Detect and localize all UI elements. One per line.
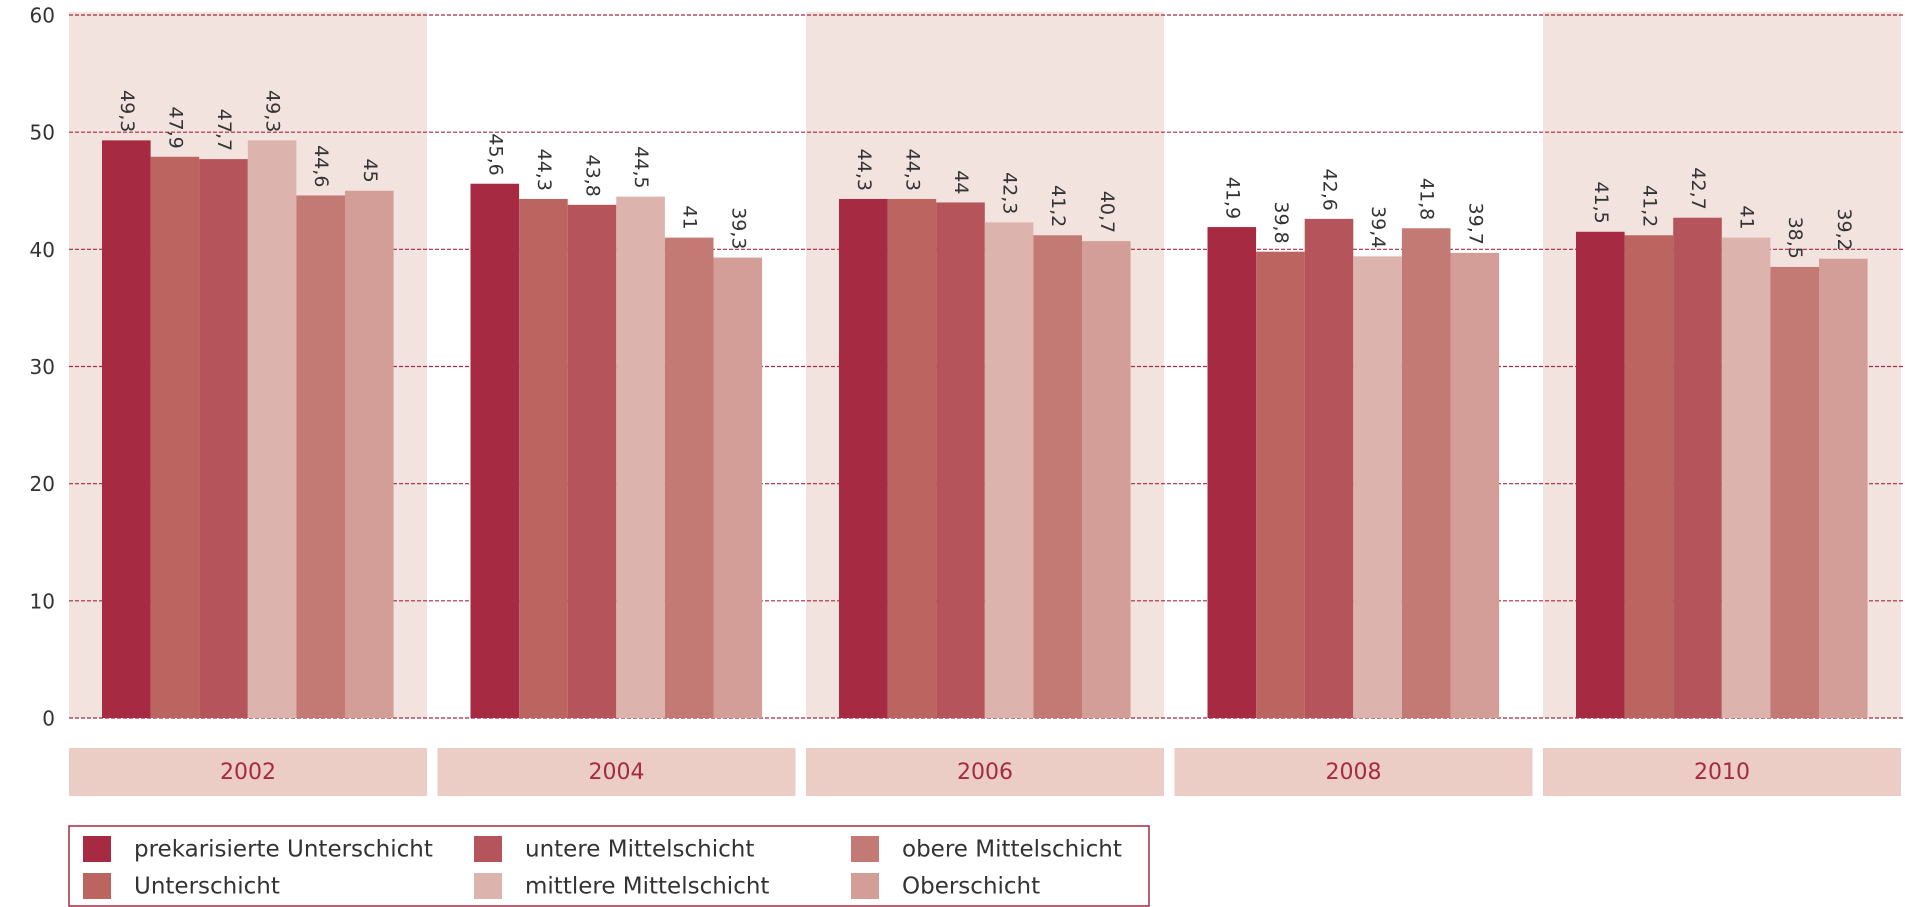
bar xyxy=(1721,237,1771,718)
y-tick-label: 10 xyxy=(30,589,55,613)
bar xyxy=(936,202,985,718)
bar xyxy=(839,198,888,718)
y-tick-label: 0 xyxy=(42,707,55,731)
data-label: 41,2 xyxy=(1638,185,1660,227)
data-label: 44,5 xyxy=(630,146,652,188)
legend-label: Unterschicht xyxy=(134,874,280,900)
category-box xyxy=(1174,748,1533,796)
bar xyxy=(567,204,617,718)
legend-swatch xyxy=(83,836,111,862)
legend-label: obere Mittelschicht xyxy=(902,837,1122,863)
data-label: 44,3 xyxy=(901,149,923,191)
data-label: 44 xyxy=(950,170,972,194)
legend-swatch xyxy=(851,873,879,899)
data-label: 42,6 xyxy=(1319,169,1341,211)
data-label: 41,8 xyxy=(1416,178,1438,220)
y-tick-label: 40 xyxy=(30,238,55,262)
data-label: 43,8 xyxy=(582,154,604,196)
legend-swatch xyxy=(474,873,502,899)
bar xyxy=(1256,251,1305,718)
data-label: 38,5 xyxy=(1784,217,1806,259)
bar xyxy=(1353,256,1402,718)
category-box xyxy=(69,748,427,796)
legend-label: prekarisierte Unterschicht xyxy=(134,837,433,863)
legend-label: untere Mittelschicht xyxy=(525,837,754,863)
data-label: 42,7 xyxy=(1687,167,1709,209)
data-label: 44,3 xyxy=(853,149,875,191)
bar xyxy=(150,156,200,718)
bar xyxy=(296,195,345,719)
bar xyxy=(1207,227,1257,719)
y-tick-label: 60 xyxy=(30,4,55,28)
data-label: 44,6 xyxy=(310,145,332,187)
category-box xyxy=(806,748,1164,796)
legend-swatch xyxy=(83,873,111,899)
bar xyxy=(1033,235,1082,719)
bar xyxy=(1304,218,1354,718)
data-label: 44,3 xyxy=(533,149,555,191)
data-label: 40,7 xyxy=(1096,191,1118,233)
data-label: 41 xyxy=(1736,205,1758,229)
bar xyxy=(664,237,714,718)
legend-label: Oberschicht xyxy=(902,874,1040,900)
bar xyxy=(1770,266,1819,718)
bar xyxy=(519,198,568,718)
x-tick-label: 2006 xyxy=(957,760,1013,785)
x-tick-label: 2004 xyxy=(589,760,645,785)
bar xyxy=(1450,252,1500,718)
data-label: 49,3 xyxy=(262,90,284,132)
data-label: 39,4 xyxy=(1367,206,1389,248)
data-label: 41,2 xyxy=(1047,185,1069,227)
data-label: 39,8 xyxy=(1270,201,1292,243)
category-box xyxy=(1543,748,1901,796)
bar xyxy=(1624,235,1674,719)
bar xyxy=(984,222,1034,718)
bar xyxy=(616,196,665,718)
data-label: 49,3 xyxy=(116,90,138,132)
bar xyxy=(887,198,937,718)
data-label: 45,6 xyxy=(484,133,506,175)
data-label: 39,7 xyxy=(1464,203,1486,245)
data-label: 41,5 xyxy=(1590,181,1612,223)
x-tick-label: 2008 xyxy=(1326,760,1382,785)
data-label: 47,9 xyxy=(164,106,186,148)
data-label: 42,3 xyxy=(999,172,1021,214)
bar xyxy=(1819,258,1868,718)
bar xyxy=(102,140,151,718)
y-tick-label: 50 xyxy=(30,121,55,145)
data-label: 47,7 xyxy=(213,109,235,151)
data-label: 41,9 xyxy=(1221,177,1243,219)
bar xyxy=(713,257,763,718)
y-tick-label: 30 xyxy=(30,355,55,379)
legend-swatch xyxy=(851,836,879,862)
bar xyxy=(1401,228,1451,718)
legend-box xyxy=(68,825,1150,907)
bar xyxy=(1576,231,1625,718)
category-box xyxy=(437,748,796,796)
bar xyxy=(345,190,394,718)
legend-swatch xyxy=(474,836,502,862)
bar xyxy=(199,159,248,719)
data-label: 39,2 xyxy=(1833,208,1855,250)
data-label: 45 xyxy=(359,159,381,183)
y-tick-label: 20 xyxy=(30,472,55,496)
bar xyxy=(1082,241,1131,719)
bar xyxy=(470,183,520,719)
data-label: 39,3 xyxy=(727,207,749,249)
x-tick-label: 2010 xyxy=(1694,760,1750,785)
bar xyxy=(1673,217,1722,718)
data-label: 41 xyxy=(679,205,701,229)
bar xyxy=(247,140,297,718)
x-tick-label: 2002 xyxy=(220,760,276,785)
legend-label: mittlere Mittelschicht xyxy=(525,874,769,900)
